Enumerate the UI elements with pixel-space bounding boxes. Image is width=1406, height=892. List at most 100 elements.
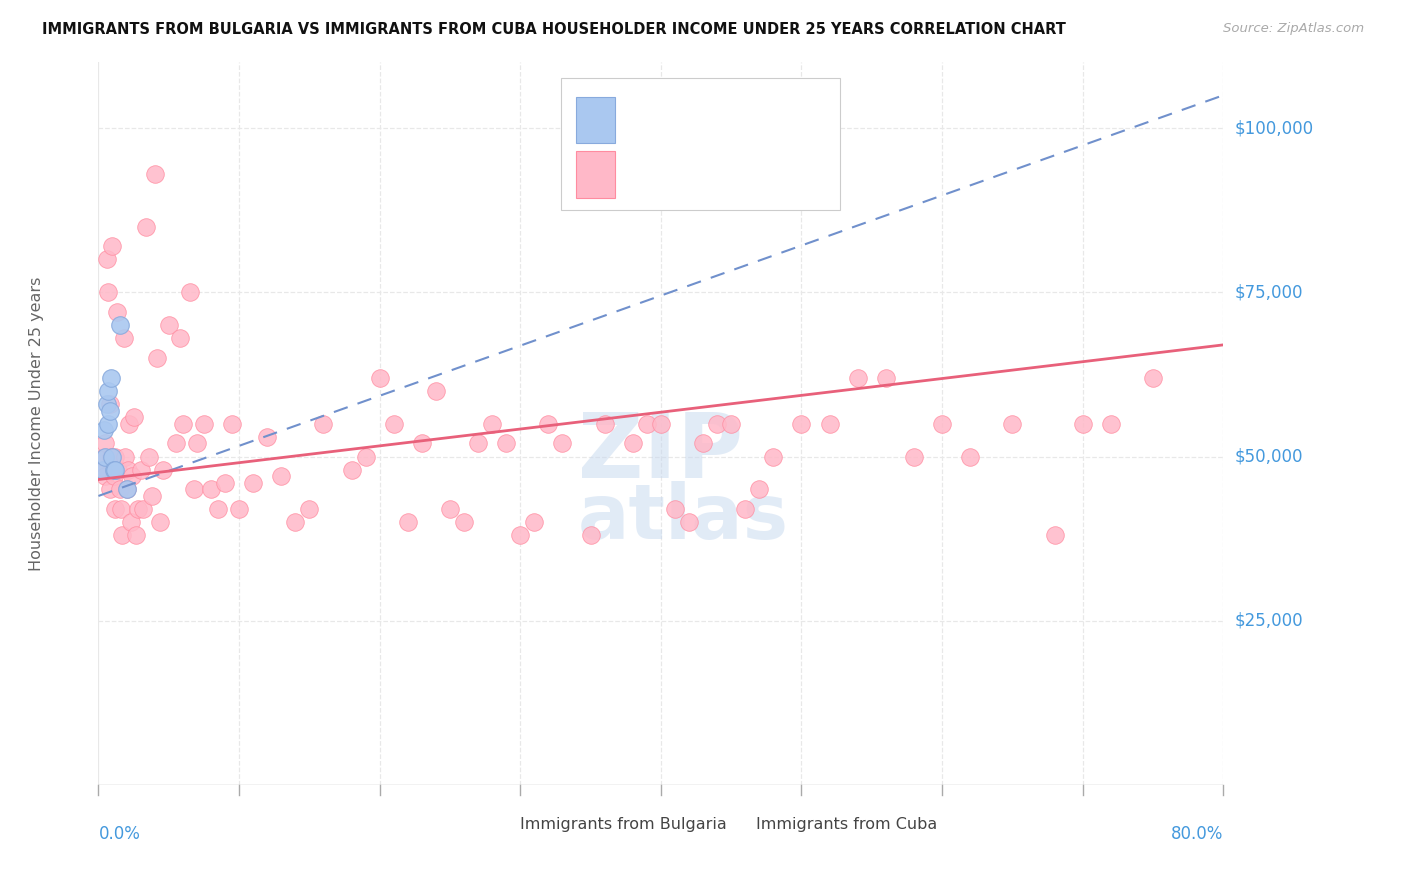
Text: ZIP: ZIP: [578, 409, 744, 497]
Point: [149, 515, 172, 529]
Point: [121, 469, 143, 483]
Point: [120, 515, 142, 529]
Point: [115, 483, 138, 497]
Point: [270, 469, 292, 483]
Point: [114, 450, 136, 464]
FancyBboxPatch shape: [576, 97, 614, 144]
Text: $25,000: $25,000: [1234, 612, 1303, 630]
Point: [165, 436, 187, 450]
Text: R = 0.200   N = 13: R = 0.200 N = 13: [628, 112, 813, 129]
Point: [931, 417, 953, 431]
Point: [734, 502, 756, 516]
Point: [98, 397, 121, 411]
Point: [179, 285, 201, 300]
Point: [97, 417, 120, 431]
Point: [103, 469, 125, 483]
Point: [104, 450, 127, 464]
FancyBboxPatch shape: [576, 152, 614, 197]
Point: [467, 436, 489, 450]
Point: [453, 515, 475, 529]
Point: [129, 463, 152, 477]
Point: [157, 318, 180, 333]
Point: [122, 410, 145, 425]
Point: [101, 239, 124, 253]
Point: [138, 450, 160, 464]
Text: R = 0.267   N = 97: R = 0.267 N = 97: [628, 165, 813, 184]
Point: [706, 417, 728, 431]
Point: [425, 384, 447, 398]
Text: Householder Income Under 25 years: Householder Income Under 25 years: [30, 277, 44, 571]
Point: [228, 502, 250, 516]
Point: [104, 463, 127, 477]
FancyBboxPatch shape: [484, 807, 512, 840]
Point: [221, 417, 243, 431]
Point: [284, 515, 307, 529]
Point: [193, 417, 215, 431]
Point: [91, 463, 114, 477]
Text: $100,000: $100,000: [1234, 120, 1313, 137]
Point: [107, 463, 129, 477]
Point: [105, 305, 128, 319]
Point: [509, 528, 531, 542]
Point: [98, 483, 121, 497]
Point: [100, 450, 122, 464]
Point: [94, 469, 117, 483]
Point: [118, 417, 141, 431]
Point: [96, 252, 118, 267]
Point: [636, 417, 658, 431]
Text: Immigrants from Cuba: Immigrants from Cuba: [756, 817, 938, 832]
Point: [762, 450, 785, 464]
Point: [1071, 417, 1094, 431]
Point: [593, 417, 616, 431]
Point: [110, 502, 132, 516]
Point: [104, 502, 127, 516]
Text: IMMIGRANTS FROM BULGARIA VS IMMIGRANTS FROM CUBA HOUSEHOLDER INCOME UNDER 25 YEA: IMMIGRANTS FROM BULGARIA VS IMMIGRANTS F…: [42, 22, 1066, 37]
Point: [537, 417, 560, 431]
Text: Source: ZipAtlas.com: Source: ZipAtlas.com: [1223, 22, 1364, 36]
Text: 80.0%: 80.0%: [1171, 825, 1223, 843]
Point: [152, 463, 174, 477]
Point: [439, 502, 461, 516]
Point: [91, 463, 114, 477]
Point: [96, 397, 118, 411]
Point: [146, 351, 169, 365]
Point: [846, 370, 869, 384]
Point: [132, 502, 155, 516]
Point: [481, 417, 503, 431]
Point: [790, 417, 813, 431]
Point: [1099, 417, 1122, 431]
Text: Immigrants from Bulgaria: Immigrants from Bulgaria: [520, 817, 727, 832]
Point: [143, 167, 166, 181]
Point: [94, 450, 117, 464]
Point: [678, 515, 700, 529]
Text: 0.0%: 0.0%: [98, 825, 141, 843]
Point: [172, 417, 194, 431]
Point: [1001, 417, 1024, 431]
Point: [579, 528, 602, 542]
Point: [207, 502, 229, 516]
Point: [108, 483, 131, 497]
Point: [1142, 370, 1164, 384]
Point: [748, 483, 770, 497]
Point: [875, 370, 897, 384]
Point: [94, 436, 117, 450]
Point: [382, 417, 405, 431]
Point: [664, 502, 686, 516]
Point: [242, 475, 264, 490]
Point: [1043, 528, 1066, 542]
Point: [214, 475, 236, 490]
Point: [111, 528, 134, 542]
Point: [141, 489, 163, 503]
Text: atlas: atlas: [578, 481, 789, 555]
Point: [98, 403, 121, 417]
Point: [495, 436, 517, 450]
Point: [186, 436, 208, 450]
Point: [312, 417, 335, 431]
Point: [127, 502, 149, 516]
Point: [93, 450, 115, 464]
Point: [117, 463, 139, 477]
Point: [354, 450, 377, 464]
Point: [93, 423, 115, 437]
Point: [135, 219, 157, 234]
Point: [101, 450, 124, 464]
